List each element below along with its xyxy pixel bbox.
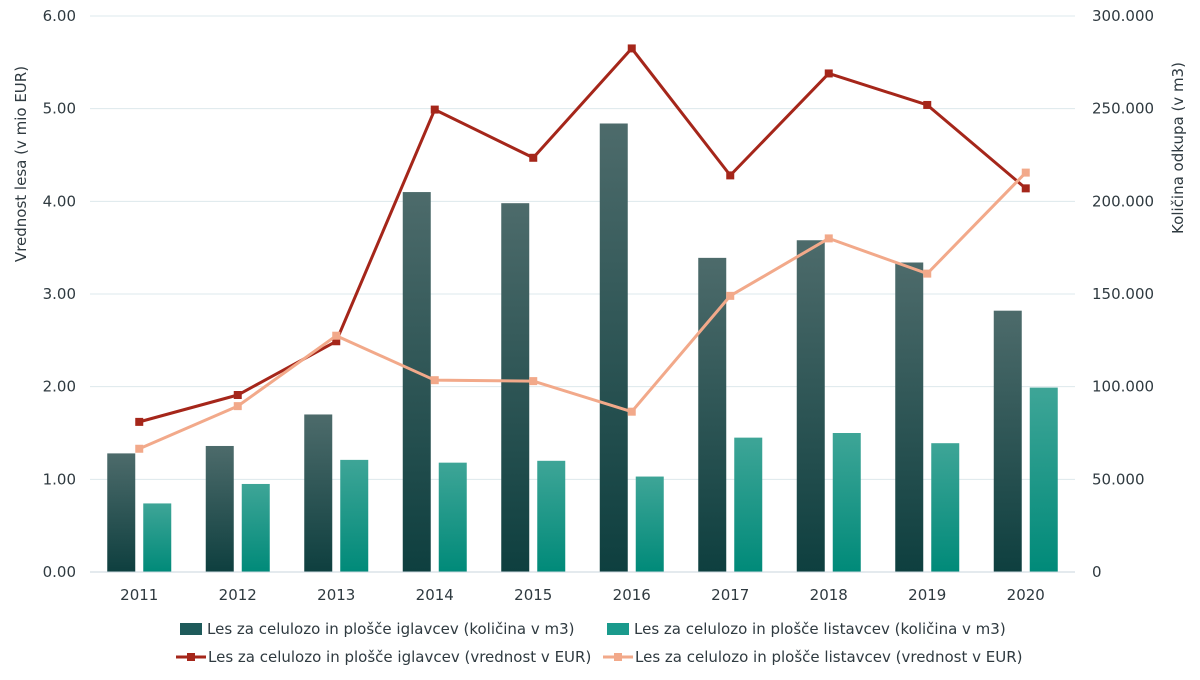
- x-tick-label: 2017: [711, 586, 749, 604]
- x-tick-label: 2019: [908, 586, 946, 604]
- line-point: [824, 69, 833, 78]
- bar-broadleaf-2014: [438, 462, 467, 572]
- legend-label: Les za celulozo in plošče listavcev (vre…: [635, 648, 1022, 666]
- bar-broadleaf-2020: [1029, 387, 1058, 572]
- legend-label: Les za celulozo in plošče iglavcev (koli…: [207, 620, 575, 638]
- line-point: [1021, 168, 1030, 177]
- legend-label: Les za celulozo in plošče listavcev (kol…: [634, 620, 1006, 638]
- line-point: [923, 100, 932, 109]
- bar-series: [107, 123, 1058, 573]
- bar-conifer-2013: [304, 414, 333, 572]
- line-point: [627, 407, 636, 416]
- axes: 0.00 1.00 2.00 3.00 4.00 5.00 6.00 0 50.000 100.0…: [43, 7, 1154, 604]
- bar-conifer-2016: [599, 123, 628, 572]
- x-tick-label: 2020: [1007, 586, 1045, 604]
- right-tick-label: 250.000: [1092, 100, 1154, 118]
- line-point: [135, 444, 144, 453]
- bar-broadleaf-2011: [143, 503, 172, 572]
- x-tick-label: 2013: [317, 586, 355, 604]
- bar-conifer-2017: [698, 257, 727, 572]
- legend-label: Les za celulozo in plošče iglavcev (vred…: [208, 648, 591, 666]
- gridlines: [90, 15, 1075, 573]
- x-tick-label: 2012: [219, 586, 257, 604]
- right-tick-label: 100.000: [1092, 378, 1154, 396]
- right-axis-title: Količina odkupa (v m3): [1169, 62, 1187, 234]
- x-tick-label: 2016: [613, 586, 651, 604]
- left-tick-label: 2.00: [43, 378, 76, 396]
- legend: Les za celulozo in plošče iglavcev (koli…: [176, 620, 1022, 666]
- left-axis-title: Vrednost lesa (v mio EUR): [12, 66, 30, 262]
- line-point: [332, 331, 341, 340]
- bar-conifer-2019: [895, 262, 924, 572]
- bar-conifer-2020: [993, 310, 1022, 572]
- left-tick-label: 0.00: [43, 563, 76, 581]
- left-tick-label: 1.00: [43, 470, 76, 488]
- line-point: [824, 234, 833, 243]
- line-point: [726, 171, 735, 180]
- right-tick-label: 0: [1092, 563, 1102, 581]
- x-tick-label: 2014: [416, 586, 454, 604]
- left-tick-label: 3.00: [43, 285, 76, 303]
- line-point: [923, 269, 932, 278]
- line-point: [135, 417, 144, 426]
- left-tick-label: 5.00: [43, 100, 76, 118]
- line-series-2: [138, 46, 1027, 424]
- line-series-3: [138, 171, 1027, 451]
- bar-conifer-2015: [501, 203, 530, 573]
- line-point: [430, 105, 439, 114]
- legend-swatch-marker: [614, 653, 622, 661]
- line-point: [1021, 184, 1030, 193]
- left-tick-label: 4.00: [43, 192, 76, 210]
- bar-broadleaf-2017: [734, 437, 763, 572]
- right-tick-label: 200.000: [1092, 192, 1154, 210]
- legend-swatch: [607, 623, 629, 635]
- right-tick-label: 300.000: [1092, 7, 1154, 25]
- x-tick-label: 2011: [120, 586, 158, 604]
- line-point: [726, 291, 735, 300]
- line-point: [233, 391, 242, 400]
- bar-conifer-2014: [402, 192, 431, 573]
- left-tick-label: 6.00: [43, 7, 76, 25]
- legend-swatch: [180, 623, 202, 635]
- line-point: [529, 153, 538, 162]
- line-point: [233, 402, 242, 411]
- line-point: [529, 377, 538, 386]
- bar-conifer-2018: [796, 240, 825, 572]
- bar-broadleaf-2013: [340, 459, 369, 572]
- line-point: [332, 337, 341, 346]
- bar-conifer-2011: [107, 453, 136, 572]
- bar-broadleaf-2012: [241, 483, 270, 572]
- line-series: [135, 44, 1030, 453]
- legend-swatch-marker: [187, 653, 195, 661]
- bar-broadleaf-2019: [931, 443, 960, 572]
- bar-broadleaf-2016: [635, 476, 664, 572]
- line-point: [430, 376, 439, 385]
- right-tick-label: 150.000: [1092, 285, 1154, 303]
- bar-broadleaf-2018: [832, 433, 861, 572]
- bar-broadleaf-2015: [537, 460, 566, 572]
- bar-conifer-2012: [205, 445, 234, 572]
- x-tick-label: 2015: [514, 586, 552, 604]
- line-point: [627, 44, 636, 53]
- right-tick-label: 50.000: [1092, 470, 1145, 488]
- x-tick-label: 2018: [810, 586, 848, 604]
